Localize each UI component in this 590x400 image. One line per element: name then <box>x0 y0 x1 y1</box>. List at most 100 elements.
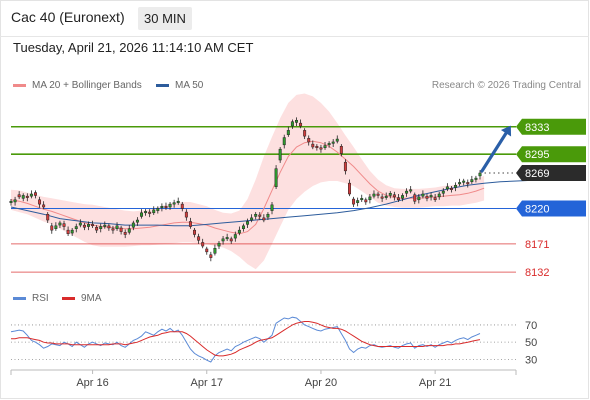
candle <box>323 145 327 148</box>
candle <box>66 229 70 235</box>
candle <box>380 196 384 199</box>
forecast-arrow-head <box>500 125 512 137</box>
candle <box>123 232 127 235</box>
level-label-8333-tag <box>516 118 586 135</box>
legend-rsi-ma9-swatch <box>62 297 75 300</box>
legend-rsi-ma9-label: 9MA <box>81 293 102 304</box>
legend-rsi-label: RSI <box>32 293 49 304</box>
candle <box>339 146 343 154</box>
candle <box>368 196 372 201</box>
candle <box>437 193 441 198</box>
candle <box>140 212 143 217</box>
level-label-8220-tag <box>516 200 586 217</box>
candle <box>197 236 201 241</box>
legend-bollinger-label: MA 20 + Bollinger Bands <box>32 80 142 91</box>
candle <box>364 199 368 203</box>
level-label-8132: 8132 <box>525 267 549 279</box>
candle <box>295 119 298 123</box>
rsi-level-label-50: 50 <box>525 337 537 349</box>
candle <box>91 224 95 227</box>
candle <box>62 223 66 227</box>
candle <box>429 195 433 198</box>
legend-bollinger-swatch <box>13 84 26 87</box>
candle <box>311 143 315 148</box>
candle <box>176 200 180 203</box>
candle <box>282 137 286 146</box>
legend-rsi-swatch <box>13 297 26 300</box>
legend-rsi: RSI <box>13 293 49 304</box>
current-price-label: 8269 <box>525 168 549 180</box>
rsi-level-label-70: 70 <box>525 320 537 332</box>
timestamp: Tuesday, April 21, 2026 11:14:10 AM CET <box>13 40 254 55</box>
level-label-8295: 8295 <box>525 149 549 161</box>
legend-ma50-label: MA 50 <box>175 80 204 91</box>
candle <box>217 242 221 247</box>
candle <box>172 202 176 205</box>
candle <box>319 147 323 150</box>
candle <box>209 254 213 258</box>
candle <box>462 180 466 183</box>
candle <box>180 203 184 209</box>
candle <box>111 228 115 231</box>
candle <box>266 213 270 218</box>
candle <box>193 229 196 235</box>
candle <box>372 193 376 197</box>
level-label-8220: 8220 <box>525 203 549 215</box>
candle <box>433 197 437 201</box>
candle <box>315 146 319 148</box>
x-tick-label: Apr 17 <box>191 377 223 389</box>
x-tick-label: Apr 16 <box>76 377 108 389</box>
candle <box>233 234 237 239</box>
instrument-title: Cac 40 (Euronext) <box>11 9 125 25</box>
candle <box>168 203 172 208</box>
candle <box>274 168 278 188</box>
candle <box>152 209 156 214</box>
candle <box>376 193 380 196</box>
candle <box>74 226 78 229</box>
forecast-arrow <box>480 131 508 173</box>
candle <box>445 186 449 190</box>
candle <box>99 226 103 229</box>
research-credit: Research © 2026 Trading Central <box>431 80 581 91</box>
timeframe-badge[interactable]: 30 MIN <box>138 7 192 30</box>
candle <box>160 206 164 208</box>
candle <box>307 138 311 143</box>
level-label-8171: 8171 <box>525 239 549 251</box>
candle <box>425 195 429 199</box>
candle <box>331 141 335 144</box>
candle <box>352 198 356 205</box>
candle <box>458 182 462 185</box>
ma50-line <box>10 176 566 227</box>
legend-ma50: MA 50 <box>156 80 203 91</box>
candle <box>270 204 274 211</box>
candle <box>254 213 258 217</box>
candle <box>441 190 445 194</box>
candle <box>466 182 470 185</box>
candle <box>144 211 148 214</box>
candle <box>50 225 54 231</box>
candle <box>103 224 107 227</box>
candle <box>229 238 233 242</box>
candle <box>327 143 331 146</box>
candle <box>119 227 123 232</box>
legend-rsi-ma9: 9MA <box>62 293 102 304</box>
candle <box>246 221 250 225</box>
candle <box>107 225 111 229</box>
candle <box>38 199 42 205</box>
candle <box>449 187 453 190</box>
rsi-line <box>10 316 481 363</box>
legend-bollinger: MA 20 + Bollinger Bands <box>13 80 142 91</box>
x-tick-label: Apr 20 <box>305 377 337 389</box>
candle <box>405 190 409 194</box>
candle <box>290 121 294 127</box>
candle <box>396 197 400 201</box>
x-tick-label: Apr 21 <box>419 377 451 389</box>
candle <box>470 179 474 182</box>
candle <box>474 177 478 180</box>
candle <box>392 194 396 198</box>
rsi-level-label-30: 30 <box>525 354 537 366</box>
candle <box>205 248 209 253</box>
candle <box>131 222 135 228</box>
